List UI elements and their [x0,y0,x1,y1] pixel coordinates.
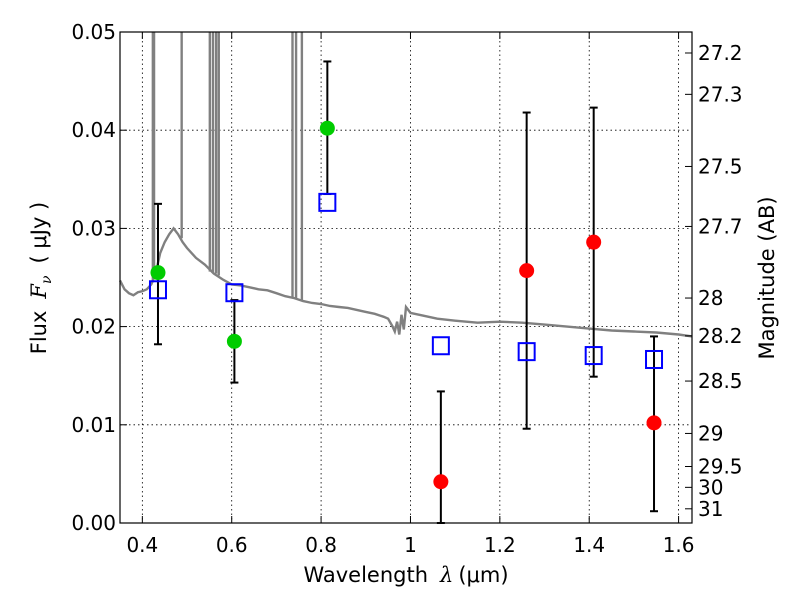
y-axis-label-subscript: ν [39,275,55,284]
x-tick-label: 1.2 [484,533,516,557]
y-tick-label: 0.04 [71,118,116,142]
y-axis-label: Flux Fν ( μJy ) [27,202,55,354]
model-photometry-square [431,336,450,356]
magnitude-tick-label: 27.2 [698,41,743,65]
magnitude-tick-label: 27.7 [698,214,743,238]
magnitude-tick-label: 28.2 [698,324,743,348]
x-tick-label: 1.4 [573,533,605,557]
x-axis-label-unit: (μm) [458,563,508,587]
magnitude-tick-label: 27.5 [698,154,743,178]
observed-flux-point [319,120,335,136]
x-axis-label: Wavelength λ (μm) [303,563,508,587]
model-photometry-square [517,342,536,362]
x-tick-label: 0.6 [216,533,248,557]
observed-flux-point [226,333,242,349]
magnitude-tick-label: 28 [698,286,723,310]
magnitude-tick-label: 29 [698,421,723,445]
y-tick-label: 0.03 [71,216,116,240]
y-axis-label-text: Flux [27,311,51,355]
y-axis-label-unit: ( μJy ) [27,202,51,264]
magnitude-axis-label: Magnitude (AB) [755,196,779,359]
x-tick-label: 0.4 [126,533,158,557]
model-photometry-square [148,280,167,300]
observed-flux-point [646,415,662,431]
observed-flux-point [586,234,602,250]
plot-area [120,32,692,523]
observed-flux-point [519,263,535,279]
x-axis-label-text: Wavelength [303,563,428,587]
y-tick-label: 0.00 [71,511,116,535]
data-markers [148,120,664,490]
x-axis-label-symbol: λ [439,563,453,587]
observed-flux-point [433,474,449,490]
plot-frame [119,31,693,524]
magnitude-tick-label: 27.3 [698,82,743,106]
y-axis-ticks: 0.00 0.01 0.02 0.03 0.04 0.05 [71,20,127,535]
x-tick-label: 1.6 [663,533,695,557]
magnitude-tick-label: 30 [698,475,723,499]
model-photometry-square [645,349,664,369]
y-tick-label: 0.01 [71,413,116,437]
magnitude-tick-label: 28.5 [698,369,743,393]
x-tick-label: 0.8 [305,533,337,557]
magnitude-tick-label: 29.5 [698,454,743,478]
y-tick-label: 0.05 [71,20,116,44]
spectrum-continuum [118,226,693,338]
observed-flux-point [150,265,166,281]
model-photometry-square [318,192,337,212]
y-tick-label: 0.02 [71,315,116,339]
x-tick-label: 1 [404,533,417,557]
y-axis-label-symbol: F [27,283,51,300]
magnitude-tick-label: 31 [698,497,723,521]
model-spectrum [118,32,693,338]
x-axis-ticks: 0.4 0.6 0.8 1 1.2 1.4 1.6 [126,32,695,557]
model-photometry-square [225,283,244,303]
model-photometry-square [584,346,603,366]
